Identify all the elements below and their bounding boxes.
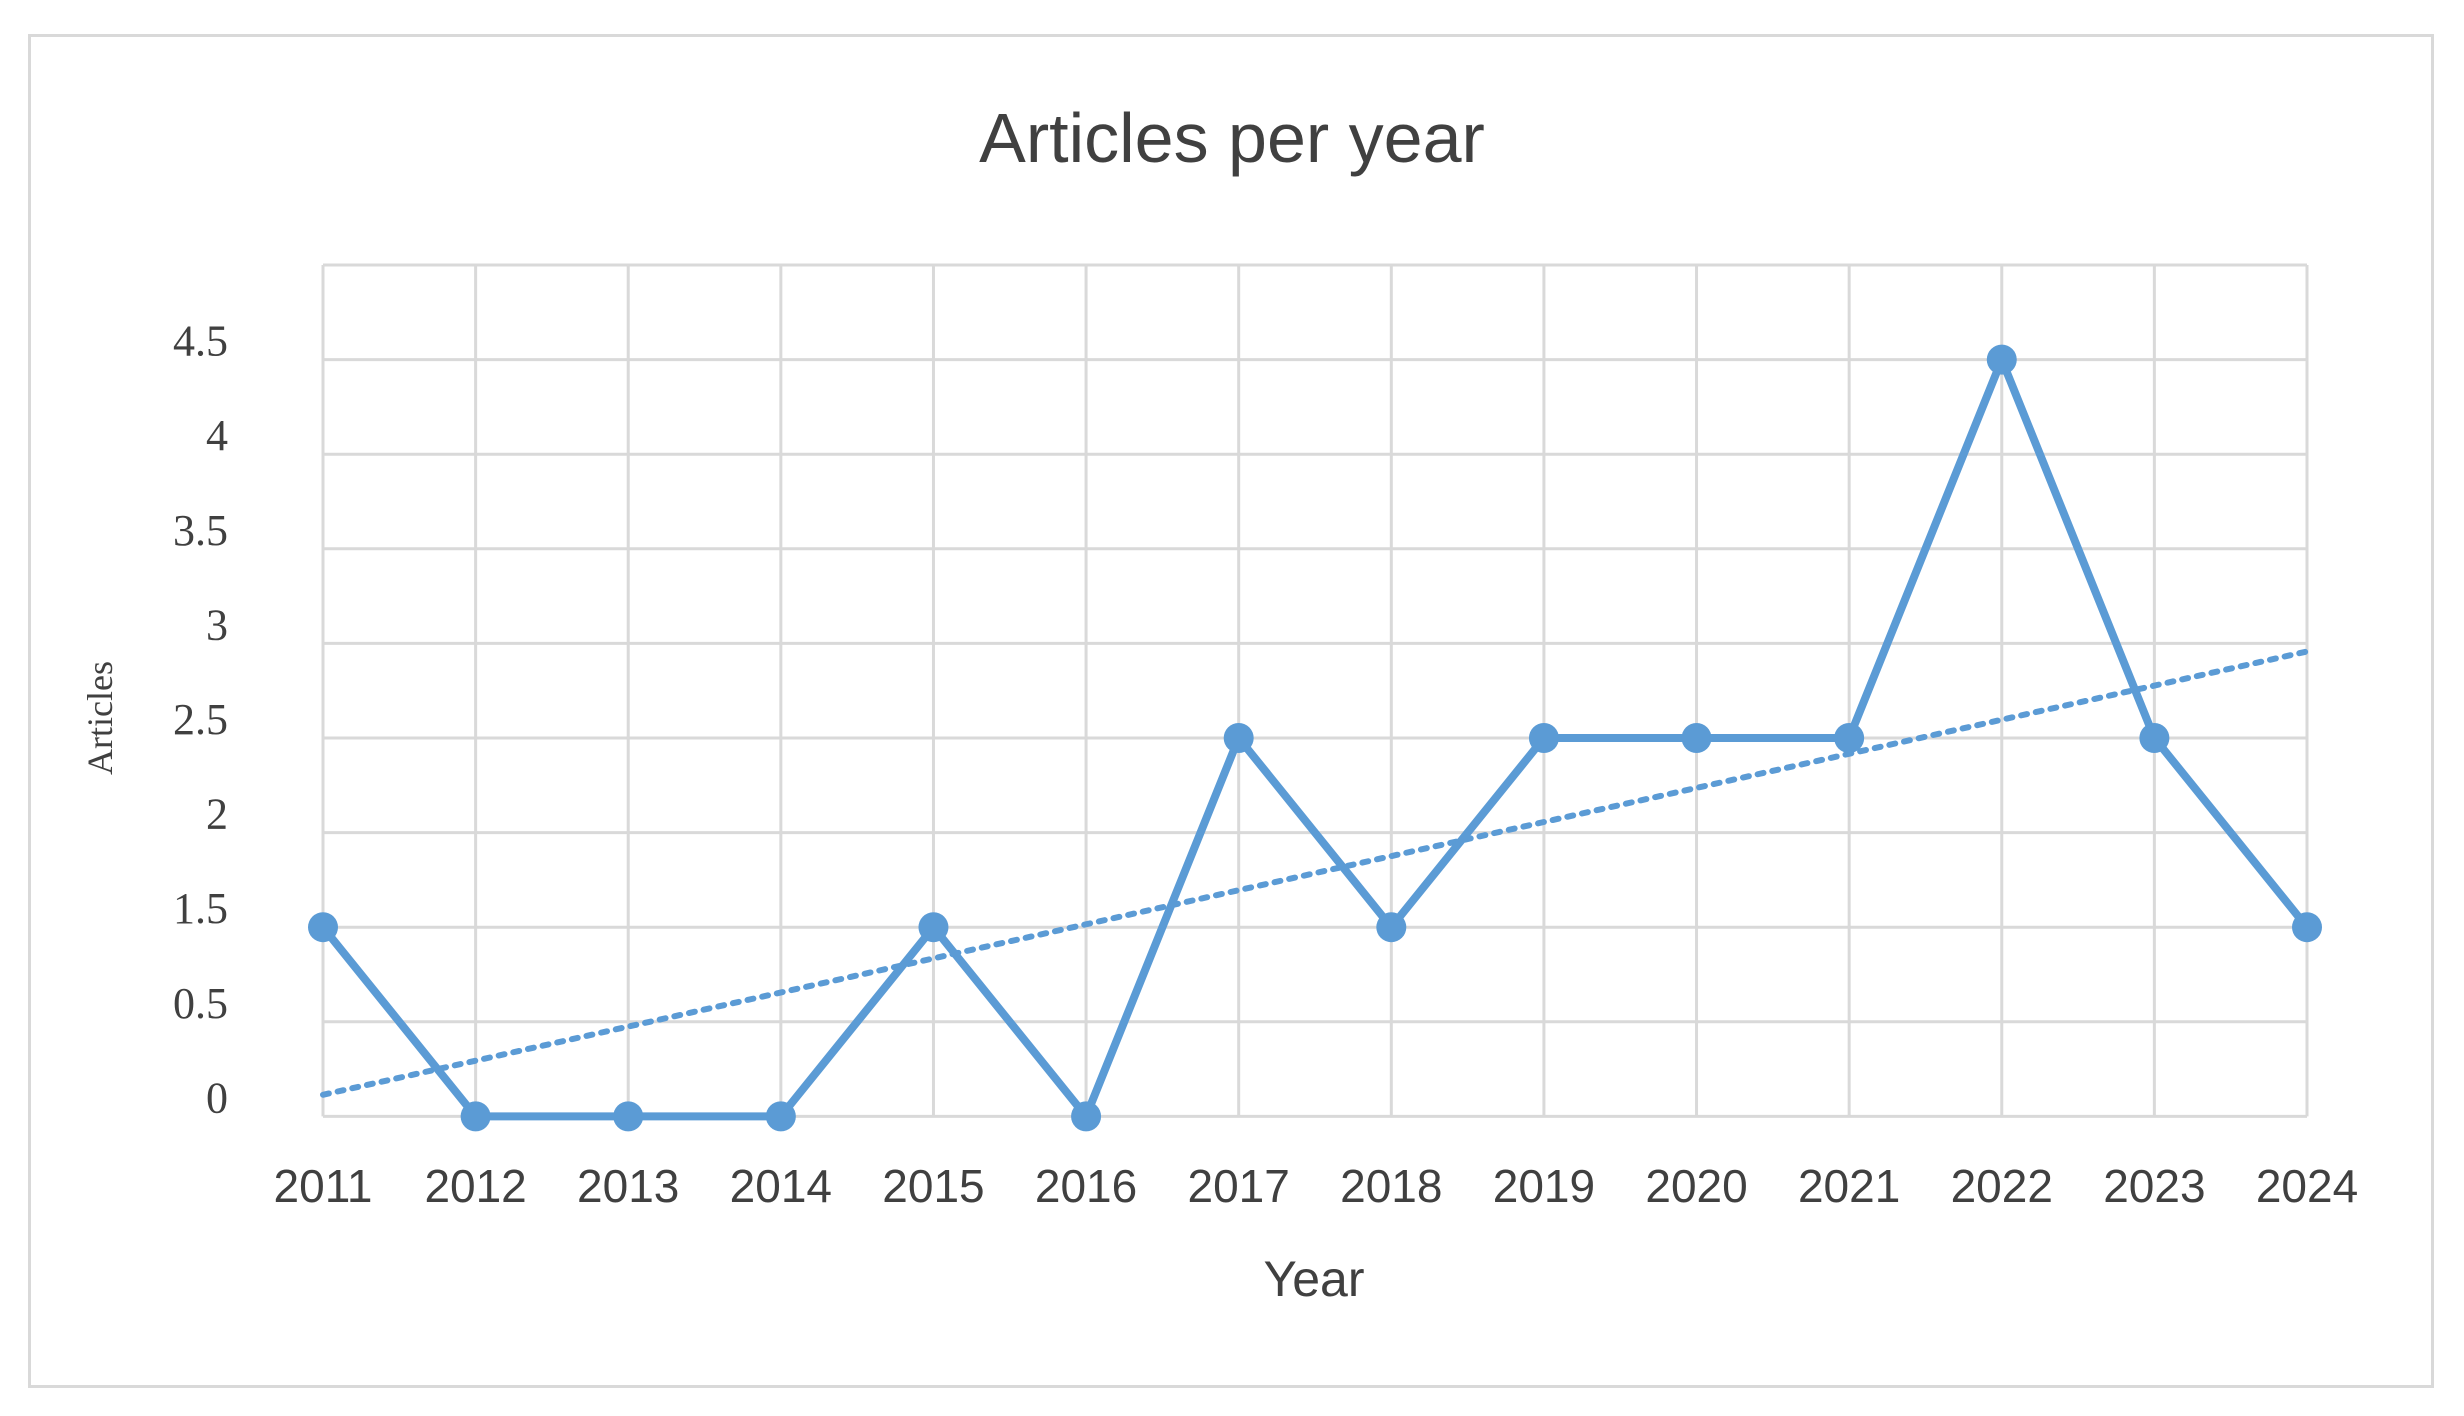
data-point [1528,723,1559,753]
y-tick-label: 0.5 [173,979,228,1028]
data-point [613,1101,644,1132]
y-tick-label: 0 [206,1073,228,1122]
data-point [2139,723,2170,753]
chart-title: Articles per year [979,99,1485,177]
y-tick-label: 2.5 [173,695,228,744]
y-axis-title: Articles [80,661,120,775]
x-tick-label: 2021 [1798,1160,1900,1212]
trendline [320,648,2310,1098]
y-tick-label: 1.5 [173,884,228,933]
x-tick-label: 2016 [1035,1160,1137,1212]
data-point [1376,912,1407,943]
x-tick-label: 2024 [2256,1160,2358,1212]
data-point [1834,723,1865,753]
data-point [2292,912,2322,943]
y-tick-label: 4 [206,411,228,460]
x-tick-label: 2017 [1188,1160,1290,1212]
y-tick-label: 3 [206,600,228,649]
series-line [319,355,2311,1121]
x-tick-label: 2015 [882,1160,984,1212]
x-tick-label: 2012 [424,1160,526,1212]
data-point [1986,344,2017,375]
x-tick-label: 2018 [1340,1160,1442,1212]
y-tick-label: 3.5 [173,506,228,555]
data-point [1223,723,1254,753]
x-axis-title: Year [1263,1251,1364,1307]
x-tick-label: 2022 [1951,1160,2053,1212]
x-tick-label: 2019 [1493,1160,1595,1212]
x-tick-label: 2023 [2103,1160,2205,1212]
x-tick-label: 2011 [274,1160,373,1212]
x-tick-label: 2013 [577,1160,679,1212]
y-axis-tick-labels: 0 0.5 1.5 2 2.5 3 3.5 4 4.5 [173,317,228,1123]
data-point [765,1101,796,1132]
trendline-layer [320,648,2310,1098]
data-point [308,912,338,943]
y-tick-label: 2 [206,790,228,839]
data-point [918,912,949,943]
grid-lines [321,263,2309,1118]
y-tick-label: 4.5 [173,317,228,366]
data-point [1681,723,1712,753]
x-axis-tick-labels: 2011 2012 2013 2014 2015 2016 2017 2018 2019 2020… [274,1160,2359,1212]
x-tick-label: 2014 [730,1160,832,1212]
data-point [1071,1101,1102,1132]
series-layer [308,344,2322,1132]
data-point [460,1101,491,1132]
x-tick-label: 2020 [1645,1160,1747,1212]
